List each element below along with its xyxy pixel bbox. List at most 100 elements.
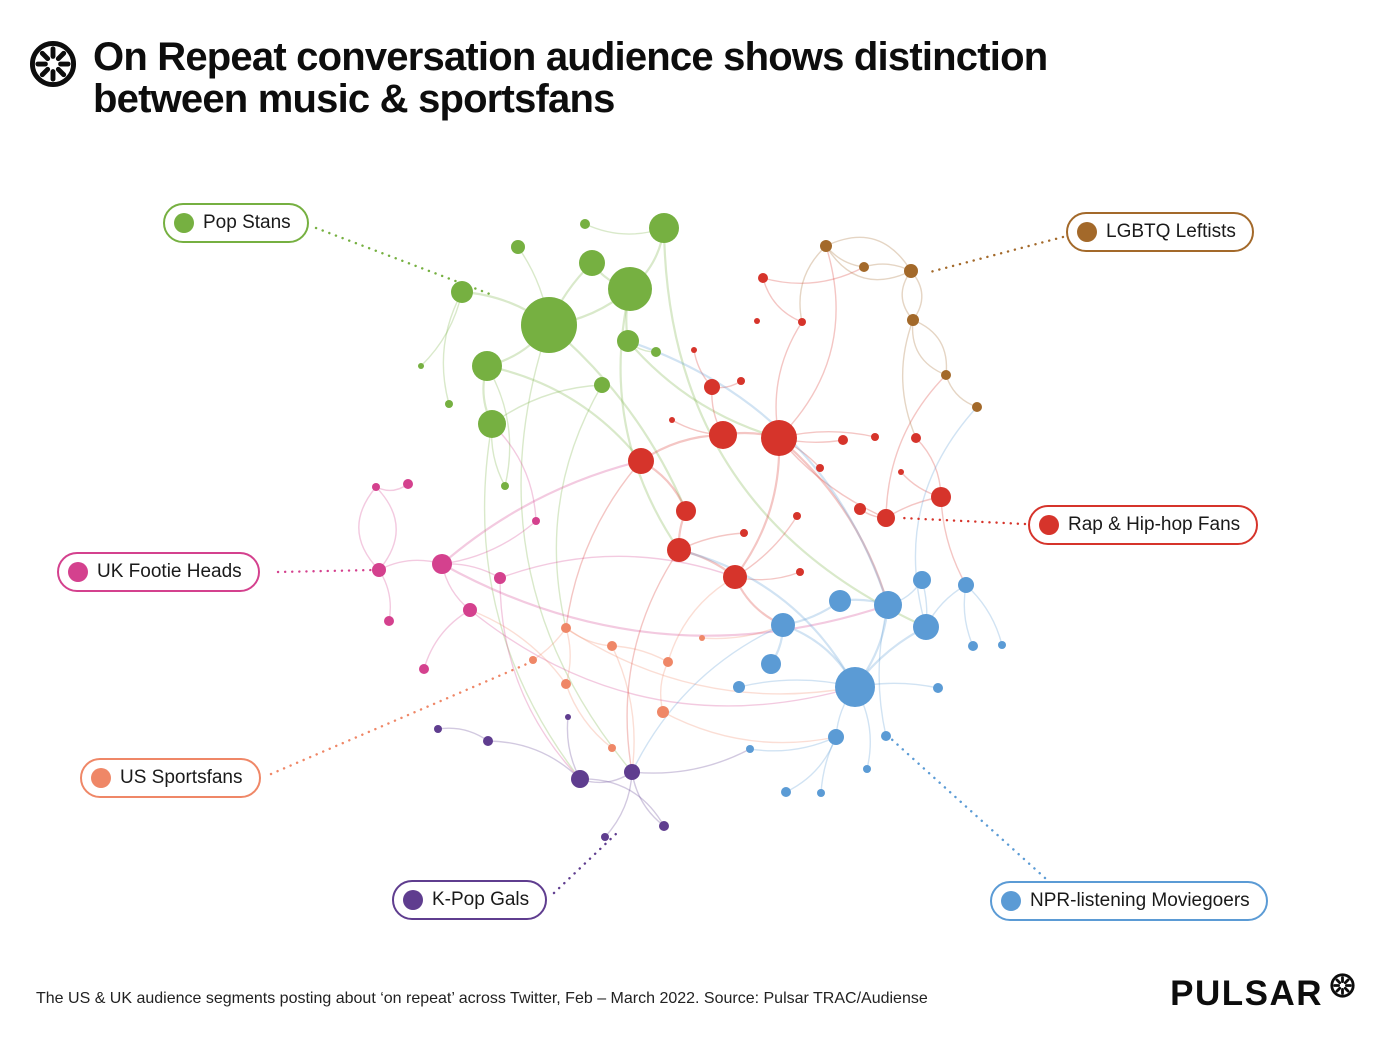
node-rap-r18 — [854, 503, 866, 515]
node-uk-p5 — [384, 616, 394, 626]
edge-k2-n13 — [631, 748, 751, 774]
node-kpop-k3 — [659, 821, 669, 831]
edge-r19-r6 — [734, 515, 798, 578]
node-uk-p6 — [419, 664, 429, 674]
edge-n8-n12 — [963, 584, 974, 647]
leader-line-kpop — [552, 830, 620, 895]
node-pop-g1 — [521, 297, 577, 353]
node-rap-r23 — [669, 417, 675, 423]
edge-s4-s6 — [565, 683, 613, 749]
edge-p1-p9 — [441, 520, 537, 565]
edge-n18-n8 — [965, 584, 1003, 646]
node-kpop-k7 — [434, 725, 442, 733]
legend-us: US Sportsfans — [80, 758, 261, 798]
legend-rap: Rap & Hip-hop Fans — [1028, 505, 1259, 545]
leader-line-pop — [314, 226, 497, 298]
edge-p1-r3 — [441, 459, 642, 565]
edge-r7-n8 — [940, 496, 967, 586]
node-rap-r1 — [761, 420, 797, 456]
node-npr-n5 — [771, 613, 795, 637]
edge-g3-n3 — [662, 227, 927, 629]
node-lgbtq-b4 — [907, 314, 919, 326]
node-npr-n13 — [746, 745, 754, 753]
edge-r8-b5 — [885, 374, 947, 519]
node-rap-r11 — [754, 318, 760, 324]
legend-kpop: K-Pop Gals — [392, 880, 548, 920]
edge-r6-r1 — [734, 437, 781, 578]
node-npr-n12 — [968, 641, 978, 651]
edge-b4-r16 — [902, 319, 917, 439]
edge-g8-r3 — [486, 364, 642, 462]
node-npr-n7 — [913, 571, 931, 589]
node-rap-r22 — [796, 568, 804, 576]
pulsar-wordmark: PULSAR — [1170, 973, 1356, 1011]
edge-g11-s1 — [555, 384, 603, 629]
edge-r9-r10 — [762, 277, 803, 323]
node-pop-g9 — [478, 410, 506, 438]
node-pop-g10 — [617, 330, 639, 352]
edge-n5-k2 — [631, 624, 784, 773]
edge-n1-r5 — [678, 548, 856, 688]
edge-g9-k1 — [483, 423, 581, 780]
edge-p3-k1 — [499, 577, 581, 780]
node-pop-g3 — [649, 213, 679, 243]
legend-lgbtq: LGBTQ Leftists — [1066, 212, 1254, 252]
leader-line-uk — [276, 568, 376, 574]
node-us-s8 — [529, 656, 537, 664]
node-rap-r6 — [723, 565, 747, 589]
node-npr-n8 — [958, 577, 974, 593]
node-uk-p9 — [532, 517, 540, 525]
node-lgbtq-b1 — [820, 240, 832, 252]
node-rap-r3 — [628, 448, 654, 474]
node-kpop-k6 — [565, 714, 571, 720]
node-us-s2 — [607, 641, 617, 651]
edge-g1-k2 — [520, 324, 633, 773]
node-us-s1 — [561, 623, 571, 633]
node-kpop-k5 — [483, 736, 493, 746]
node-us-s5 — [657, 706, 669, 718]
node-rap-r21 — [898, 469, 904, 475]
node-pop-g2 — [608, 267, 652, 311]
node-rap-r14 — [838, 435, 848, 445]
edge-p3-r6 — [499, 555, 736, 579]
node-npr-n4 — [829, 590, 851, 612]
node-npr-n10 — [828, 729, 844, 745]
edge-p2-p7 — [375, 486, 397, 571]
legend-label: LGBTQ Leftists — [1106, 221, 1236, 242]
edge-s3-r6 — [667, 576, 736, 663]
uk-dot-icon — [68, 562, 88, 582]
node-lgbtq-b6 — [972, 402, 982, 412]
edge-s1-s2 — [565, 627, 613, 647]
edge-g10-r1 — [627, 340, 780, 440]
node-uk-p1 — [432, 554, 452, 574]
node-lgbtq-b5 — [941, 370, 951, 380]
node-rap-r9 — [758, 273, 768, 283]
legend-pop: Pop Stans — [163, 203, 309, 243]
npr-dot-icon — [1001, 891, 1021, 911]
node-us-s6 — [608, 744, 616, 752]
edge-b3-b4 — [901, 270, 914, 321]
node-uk-p7 — [372, 483, 380, 491]
node-us-s3 — [663, 657, 673, 667]
legend-label: US Sportsfans — [120, 767, 243, 788]
edge-r1-r8 — [778, 437, 887, 519]
node-pop-g8 — [472, 351, 502, 381]
leader-line-rap — [900, 516, 1027, 526]
node-rap-r10 — [798, 318, 806, 326]
node-pop-g15 — [501, 482, 509, 490]
node-npr-n3 — [913, 614, 939, 640]
legend-uk: UK Footie Heads — [57, 552, 260, 592]
edge-k1-k5 — [487, 740, 581, 780]
edge-s2-k2 — [611, 645, 635, 773]
us-dot-icon — [91, 768, 111, 788]
legend-label: K-Pop Gals — [432, 889, 530, 910]
edge-g7-g13 — [442, 291, 463, 405]
node-rap-r8 — [877, 509, 895, 527]
node-pop-g5 — [511, 240, 525, 254]
legend-label: UK Footie Heads — [97, 561, 242, 582]
edge-n10-n14 — [785, 736, 837, 793]
node-uk-p3 — [494, 572, 506, 584]
pulsar-logo-icon — [27, 38, 79, 90]
